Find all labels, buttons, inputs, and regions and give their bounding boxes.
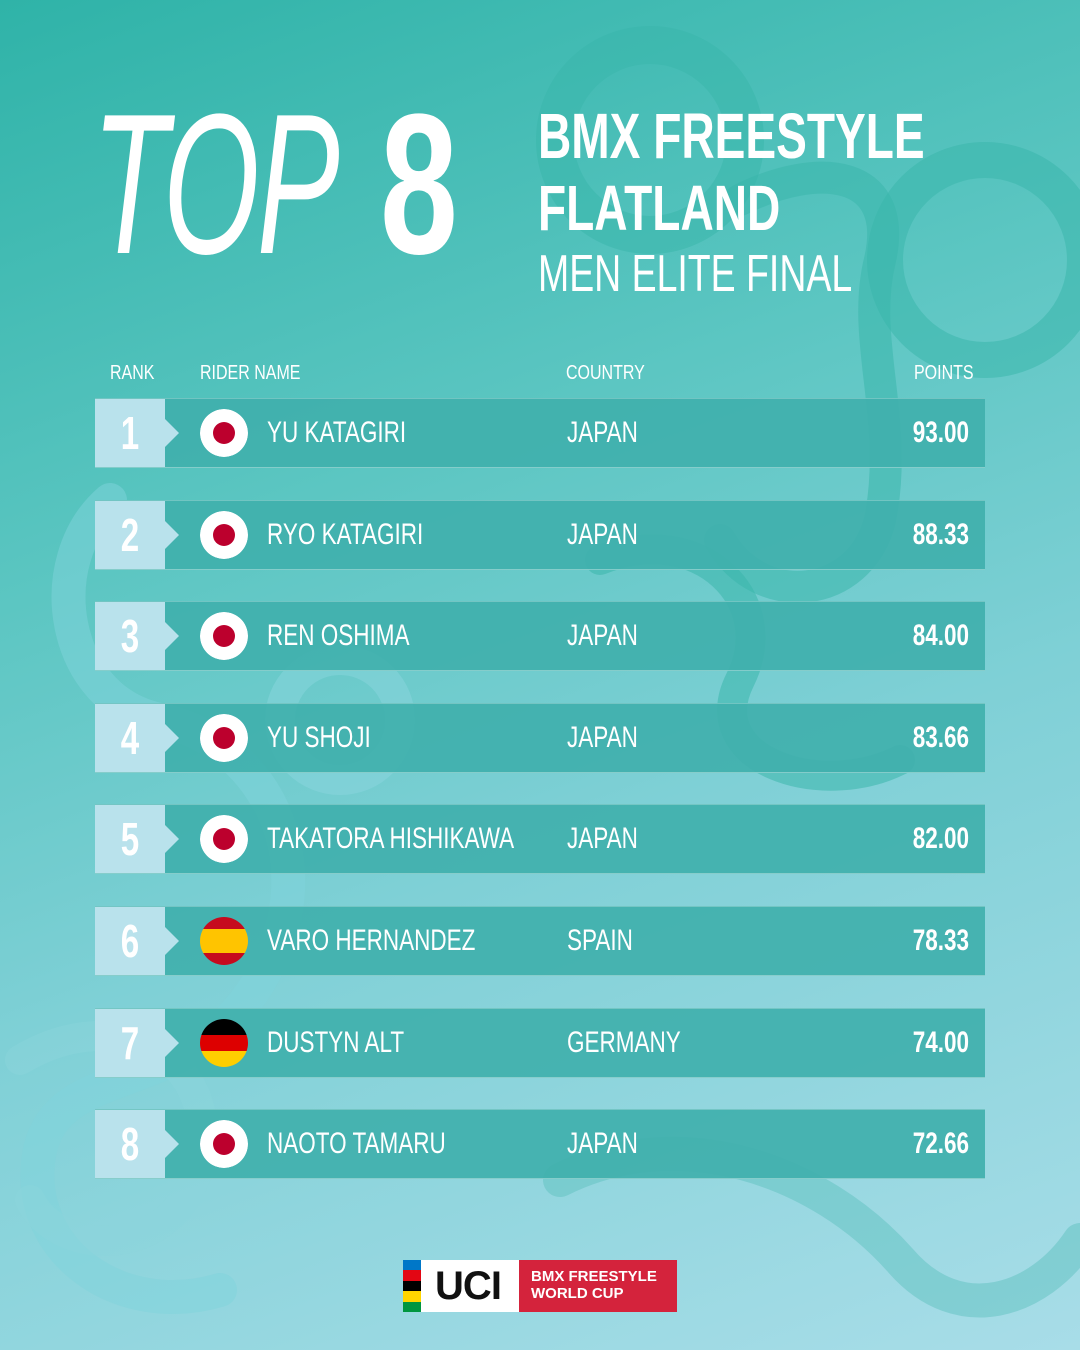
rider-points: 93.00 xyxy=(912,416,969,449)
rider-name: DUSTYN ALT xyxy=(267,1025,405,1059)
japan-flag-icon xyxy=(200,409,248,457)
rank-box: 1 xyxy=(95,399,179,467)
rider-country: JAPAN xyxy=(567,720,638,754)
spain-flag-icon xyxy=(200,916,248,965)
uci-bmx-freestyle-world-cup-logo: UCI BMX FREESTYLE WORLD CUP xyxy=(403,1260,677,1313)
headline-top: TOP xyxy=(92,73,340,296)
rider-name: RYO KATAGIRI xyxy=(267,517,424,551)
table-row: 1 YU KATAGIRI JAPAN 93.00 xyxy=(95,398,985,468)
table-row: 6 VARO HERNANDEZ SPAIN 78.33 xyxy=(95,905,985,976)
rank-number: 5 xyxy=(120,813,140,866)
event-line-3: MEN ELITE FINAL xyxy=(538,245,853,303)
table-row: 4 YU SHOJI JAPAN 83.66 xyxy=(95,702,985,773)
event-line-2: FLATLAND xyxy=(538,172,781,244)
rider-name: TAKATORA HISHIKAWA xyxy=(267,822,515,856)
rank-number: 6 xyxy=(120,914,140,967)
rank-number: 3 xyxy=(120,610,140,663)
uci-wordmark: UCI xyxy=(435,1263,502,1308)
headline-number: 8 xyxy=(380,73,458,296)
japan-flag-icon xyxy=(200,510,248,559)
rank-box: 3 xyxy=(95,602,179,671)
japan-flag-icon xyxy=(200,815,248,864)
rank-number: 8 xyxy=(120,1118,140,1171)
rider-name: VARO HERNANDEZ xyxy=(267,923,476,957)
headline: TOP 8 xyxy=(92,85,491,285)
rider-country: JAPAN xyxy=(567,1127,638,1161)
germany-flag-icon xyxy=(200,1018,248,1067)
header-rider-name: RIDER NAME xyxy=(200,362,301,384)
rank-box: 6 xyxy=(95,906,179,975)
rank-number: 7 xyxy=(120,1016,140,1069)
results-table: 1 YU KATAGIRI JAPAN 93.00 2 RYO KATAGIRI… xyxy=(95,398,985,1211)
japan-flag-icon xyxy=(200,713,248,762)
rider-points: 83.66 xyxy=(912,720,969,754)
table-row: 7 DUSTYN ALT GERMANY 74.00 xyxy=(95,1007,985,1078)
rainbow-stripes-icon xyxy=(403,1260,421,1313)
table-row: 3 REN OSHIMA JAPAN 84.00 xyxy=(95,601,985,672)
rider-points: 72.66 xyxy=(912,1127,969,1161)
rider-name: YU KATAGIRI xyxy=(267,416,407,449)
event-line-1: BMX FREESTYLE xyxy=(538,100,925,172)
rank-number: 4 xyxy=(120,711,140,764)
rider-country: SPAIN xyxy=(567,923,633,957)
rank-box: 4 xyxy=(95,703,179,772)
rider-name: NAOTO TAMARU xyxy=(267,1127,446,1161)
table-row: 8 NAOTO TAMARU JAPAN 72.66 xyxy=(95,1109,985,1180)
event-title: BMX FREESTYLE FLATLAND MEN ELITE FINAL xyxy=(538,100,1075,304)
rank-number: 1 xyxy=(120,407,140,459)
rank-box: 2 xyxy=(95,500,179,569)
japan-flag-icon xyxy=(200,612,248,661)
world-cup-label: BMX FREESTYLE WORLD CUP xyxy=(519,1260,677,1312)
rank-box: 7 xyxy=(95,1008,179,1077)
header-rank: RANK xyxy=(110,362,155,384)
header-points: POINTS xyxy=(914,362,974,384)
rider-points: 78.33 xyxy=(912,923,969,957)
japan-flag-icon xyxy=(200,1120,248,1169)
header-country: COUNTRY xyxy=(566,362,645,384)
rank-number: 2 xyxy=(120,508,140,561)
rider-points: 82.00 xyxy=(912,822,969,856)
rider-country: GERMANY xyxy=(567,1025,681,1059)
uci-logo: UCI xyxy=(403,1260,519,1313)
rider-points: 74.00 xyxy=(912,1025,969,1059)
rank-box: 8 xyxy=(95,1110,179,1179)
world-cup-line-1: BMX FREESTYLE xyxy=(531,1268,657,1285)
rider-name: REN OSHIMA xyxy=(267,619,410,653)
table-row: 5 TAKATORA HISHIKAWA JAPAN 82.00 xyxy=(95,804,985,875)
rider-country: JAPAN xyxy=(567,517,638,551)
rider-points: 84.00 xyxy=(912,619,969,653)
world-cup-line-2: WORLD CUP xyxy=(531,1285,624,1302)
rank-box: 5 xyxy=(95,805,179,874)
rider-country: JAPAN xyxy=(567,619,638,653)
rider-country: JAPAN xyxy=(567,416,638,449)
rider-name: YU SHOJI xyxy=(267,720,371,754)
rider-points: 88.33 xyxy=(912,517,969,551)
table-row: 2 RYO KATAGIRI JAPAN 88.33 xyxy=(95,499,985,570)
rider-country: JAPAN xyxy=(567,822,638,856)
